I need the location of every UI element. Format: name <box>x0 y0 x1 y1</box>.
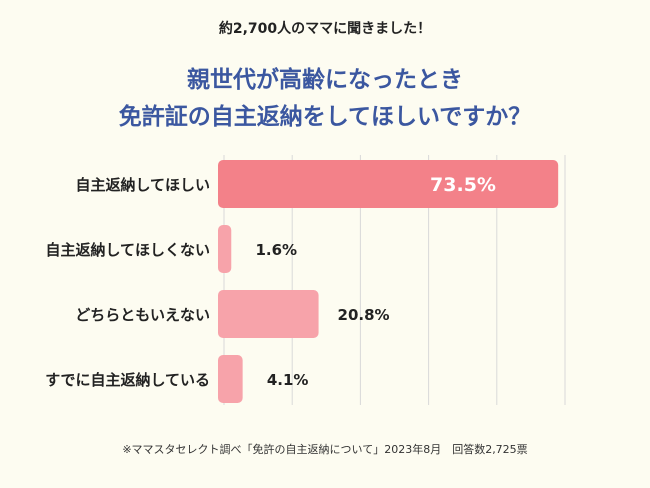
bars <box>218 160 559 403</box>
bar <box>218 290 319 338</box>
bar <box>218 160 559 208</box>
value-label: 73.5% <box>430 174 496 196</box>
chart-title-line2: 免許証の自主返納をしてほしいですか？ <box>118 104 532 130</box>
category-label: 自主返納してほしい <box>75 176 210 194</box>
labels: 自主返納してほしい 73.5% 自主返納してほしくない 1.6% どちらともいえない 20… <box>45 174 496 389</box>
value-label: 1.6% <box>255 241 297 259</box>
value-label: 4.1% <box>267 371 309 389</box>
value-label: 20.8% <box>338 306 390 324</box>
category-label: すでに自主返納している <box>45 371 210 389</box>
category-label: 自主返納してほしくない <box>45 241 210 259</box>
bar <box>218 225 232 273</box>
category-label: どちらともいえない <box>75 306 210 324</box>
chart-title-line1: 親世代が高齢になったとき <box>187 67 463 93</box>
source-footnote: ※ママスタセレクト調べ「免許の自主返納について」2023年8月 回答数2,725… <box>122 443 528 456</box>
bar <box>218 355 243 403</box>
intro-text: 約2,700人のママに聞きました！ <box>218 21 432 37</box>
